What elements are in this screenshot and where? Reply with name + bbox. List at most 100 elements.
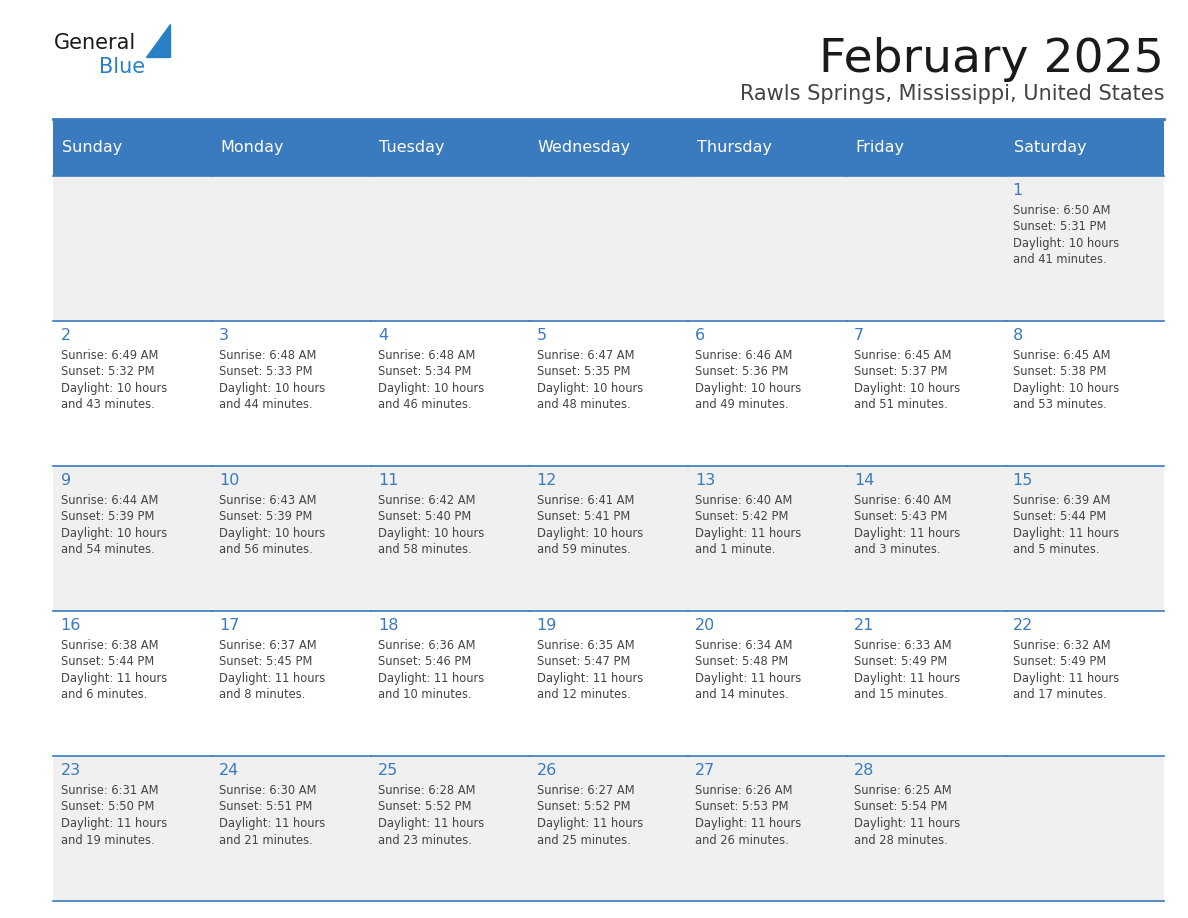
FancyBboxPatch shape [371,466,530,611]
Text: Daylight: 11 hours: Daylight: 11 hours [378,817,485,830]
Text: Daylight: 10 hours: Daylight: 10 hours [537,382,643,395]
Text: and 44 minutes.: and 44 minutes. [220,398,312,411]
Text: Sunrise: 6:40 AM: Sunrise: 6:40 AM [854,494,952,507]
FancyBboxPatch shape [530,119,688,176]
Text: and 19 minutes.: and 19 minutes. [61,834,154,846]
Text: Daylight: 10 hours: Daylight: 10 hours [220,527,326,540]
FancyBboxPatch shape [847,119,1005,176]
Text: Sunset: 5:39 PM: Sunset: 5:39 PM [61,510,154,523]
FancyBboxPatch shape [213,756,371,901]
Text: Sunrise: 6:46 AM: Sunrise: 6:46 AM [695,349,792,362]
Text: 9: 9 [61,473,71,487]
Text: and 6 minutes.: and 6 minutes. [61,688,147,701]
Text: and 59 minutes.: and 59 minutes. [537,543,631,556]
Text: 26: 26 [537,763,557,778]
Text: Monday: Monday [221,140,284,155]
Text: Daylight: 10 hours: Daylight: 10 hours [854,382,960,395]
Text: and 26 minutes.: and 26 minutes. [695,834,789,846]
Text: 2: 2 [61,328,71,342]
Text: Daylight: 11 hours: Daylight: 11 hours [220,672,326,685]
Text: Sunrise: 6:45 AM: Sunrise: 6:45 AM [854,349,952,362]
Text: 20: 20 [695,618,715,633]
FancyBboxPatch shape [847,466,1005,611]
Text: Sunset: 5:44 PM: Sunset: 5:44 PM [61,655,153,668]
Text: Sunset: 5:32 PM: Sunset: 5:32 PM [61,365,154,378]
FancyBboxPatch shape [688,611,847,756]
Text: Sunset: 5:44 PM: Sunset: 5:44 PM [1012,510,1106,523]
Text: and 21 minutes.: and 21 minutes. [220,834,312,846]
FancyBboxPatch shape [1005,466,1164,611]
Text: Daylight: 11 hours: Daylight: 11 hours [695,817,802,830]
Text: Sunset: 5:52 PM: Sunset: 5:52 PM [378,800,472,813]
Text: Sunrise: 6:27 AM: Sunrise: 6:27 AM [537,784,634,797]
Text: Daylight: 11 hours: Daylight: 11 hours [378,672,485,685]
Text: Daylight: 11 hours: Daylight: 11 hours [854,527,960,540]
Text: Tuesday: Tuesday [379,140,444,155]
Text: 25: 25 [378,763,398,778]
Text: Sunset: 5:49 PM: Sunset: 5:49 PM [1012,655,1106,668]
FancyBboxPatch shape [688,466,847,611]
Text: Sunrise: 6:40 AM: Sunrise: 6:40 AM [695,494,792,507]
Text: Daylight: 10 hours: Daylight: 10 hours [537,527,643,540]
Text: and 17 minutes.: and 17 minutes. [1012,688,1106,701]
Text: Sunset: 5:42 PM: Sunset: 5:42 PM [695,510,789,523]
Text: and 28 minutes.: and 28 minutes. [854,834,948,846]
Text: 1: 1 [1012,183,1023,197]
Text: Sunrise: 6:39 AM: Sunrise: 6:39 AM [1012,494,1110,507]
Text: 24: 24 [220,763,240,778]
Text: Sunset: 5:34 PM: Sunset: 5:34 PM [378,365,472,378]
FancyBboxPatch shape [688,321,847,466]
Text: 10: 10 [220,473,240,487]
Text: Sunset: 5:38 PM: Sunset: 5:38 PM [1012,365,1106,378]
Text: Sunset: 5:41 PM: Sunset: 5:41 PM [537,510,630,523]
Text: Daylight: 11 hours: Daylight: 11 hours [537,817,643,830]
Text: 5: 5 [537,328,546,342]
Text: Sunrise: 6:49 AM: Sunrise: 6:49 AM [61,349,158,362]
Text: Daylight: 11 hours: Daylight: 11 hours [695,527,802,540]
Text: Sunrise: 6:37 AM: Sunrise: 6:37 AM [220,639,317,652]
Text: Sunrise: 6:48 AM: Sunrise: 6:48 AM [220,349,317,362]
FancyBboxPatch shape [688,176,847,321]
Text: Sunset: 5:31 PM: Sunset: 5:31 PM [1012,220,1106,233]
Text: 3: 3 [220,328,229,342]
Text: Sunset: 5:51 PM: Sunset: 5:51 PM [220,800,312,813]
FancyBboxPatch shape [688,119,847,176]
FancyBboxPatch shape [53,466,213,611]
Text: and 1 minute.: and 1 minute. [695,543,776,556]
Text: and 48 minutes.: and 48 minutes. [537,398,631,411]
Text: and 3 minutes.: and 3 minutes. [854,543,941,556]
Text: 7: 7 [854,328,864,342]
Text: Daylight: 10 hours: Daylight: 10 hours [378,382,485,395]
Text: Sunset: 5:53 PM: Sunset: 5:53 PM [695,800,789,813]
Text: and 46 minutes.: and 46 minutes. [378,398,472,411]
Text: Thursday: Thursday [696,140,771,155]
Text: 23: 23 [61,763,81,778]
Text: Daylight: 11 hours: Daylight: 11 hours [1012,527,1119,540]
FancyBboxPatch shape [53,119,213,176]
Text: and 58 minutes.: and 58 minutes. [378,543,472,556]
FancyBboxPatch shape [213,119,371,176]
Text: Sunrise: 6:38 AM: Sunrise: 6:38 AM [61,639,158,652]
Text: 17: 17 [220,618,240,633]
Text: Daylight: 11 hours: Daylight: 11 hours [1012,672,1119,685]
Text: Daylight: 10 hours: Daylight: 10 hours [378,527,485,540]
Text: Daylight: 10 hours: Daylight: 10 hours [695,382,802,395]
Text: 28: 28 [854,763,874,778]
Text: and 53 minutes.: and 53 minutes. [1012,398,1106,411]
Text: 21: 21 [854,618,874,633]
Polygon shape [146,24,170,57]
FancyBboxPatch shape [53,756,213,901]
Text: Sunrise: 6:32 AM: Sunrise: 6:32 AM [1012,639,1111,652]
Text: Sunrise: 6:25 AM: Sunrise: 6:25 AM [854,784,952,797]
FancyBboxPatch shape [688,756,847,901]
Text: Daylight: 10 hours: Daylight: 10 hours [61,527,166,540]
Text: Sunrise: 6:36 AM: Sunrise: 6:36 AM [378,639,475,652]
Text: Daylight: 10 hours: Daylight: 10 hours [1012,382,1119,395]
Text: Daylight: 11 hours: Daylight: 11 hours [695,672,802,685]
FancyBboxPatch shape [530,466,688,611]
Text: and 8 minutes.: and 8 minutes. [220,688,305,701]
Text: Sunset: 5:50 PM: Sunset: 5:50 PM [61,800,154,813]
Text: 15: 15 [1012,473,1034,487]
Text: Sunrise: 6:31 AM: Sunrise: 6:31 AM [61,784,158,797]
FancyBboxPatch shape [371,176,530,321]
